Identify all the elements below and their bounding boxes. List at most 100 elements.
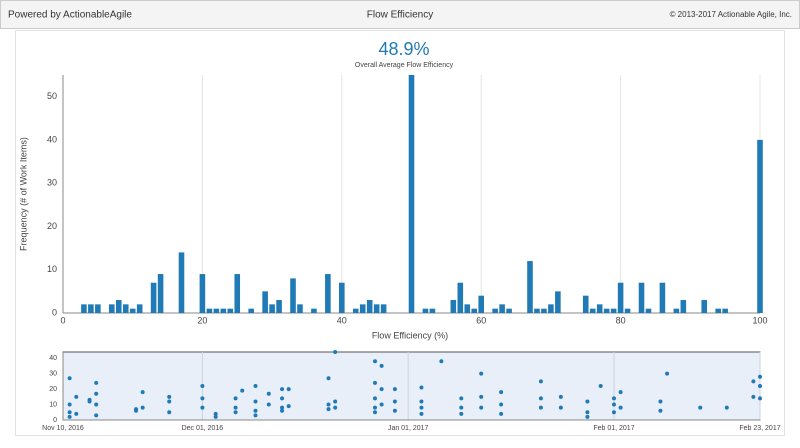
x-tick-label: Jan 01, 2017 xyxy=(388,425,429,432)
bar xyxy=(297,304,303,313)
bar xyxy=(541,308,547,313)
bar xyxy=(645,308,652,313)
point xyxy=(87,399,92,404)
point xyxy=(67,414,72,419)
point xyxy=(698,405,703,410)
bar xyxy=(88,304,94,313)
bar xyxy=(527,261,533,313)
bar xyxy=(109,304,115,313)
point xyxy=(372,405,377,410)
point xyxy=(233,405,238,410)
bar xyxy=(499,304,505,313)
x-tick-label: Feb 23, 2017 xyxy=(739,425,780,432)
point xyxy=(611,410,616,415)
bar xyxy=(325,274,331,313)
point xyxy=(392,399,397,404)
point xyxy=(94,413,99,418)
bar xyxy=(701,300,708,313)
x-tick-label: 40 xyxy=(337,315,347,325)
point xyxy=(280,408,285,413)
point xyxy=(751,379,756,384)
point xyxy=(618,405,623,410)
bar xyxy=(136,304,143,313)
point xyxy=(479,405,484,410)
bar xyxy=(582,295,589,313)
y-tick-label: 10 xyxy=(47,264,57,274)
bar xyxy=(95,304,101,313)
x-tick-label: 0 xyxy=(60,315,65,325)
point xyxy=(200,384,205,388)
point xyxy=(392,408,397,413)
point xyxy=(333,405,338,410)
x-tick-label: Nov 10, 2016 xyxy=(42,425,84,432)
point xyxy=(333,350,338,354)
bar xyxy=(311,308,317,313)
bar xyxy=(506,308,512,313)
bar xyxy=(276,300,282,313)
header-right: © 2013-2017 Actionable Agile, Inc. xyxy=(670,10,792,19)
bar xyxy=(206,308,213,313)
x-tick-label: 100 xyxy=(752,315,767,325)
bar xyxy=(234,274,241,313)
point xyxy=(200,405,205,410)
point xyxy=(538,405,543,410)
point xyxy=(419,405,424,410)
bar xyxy=(471,308,478,313)
x-tick-label: 60 xyxy=(476,315,486,325)
bar xyxy=(422,308,429,313)
bar xyxy=(624,308,631,313)
bar xyxy=(115,300,122,313)
point xyxy=(459,405,464,410)
point xyxy=(758,384,762,388)
y-axis-label: Frequency (# of Work Items) xyxy=(18,137,28,251)
header-left: Powered by ActionableAgile xyxy=(8,10,132,21)
point xyxy=(280,396,285,401)
point xyxy=(558,394,563,399)
bar xyxy=(81,304,87,313)
point xyxy=(439,359,444,364)
x-axis-label: Flow Efficiency (%) xyxy=(372,330,448,340)
bar xyxy=(220,308,227,313)
bar xyxy=(464,304,471,313)
point xyxy=(618,390,623,395)
point xyxy=(280,405,285,410)
point xyxy=(253,384,258,388)
point xyxy=(94,402,99,407)
plot-area xyxy=(62,351,761,421)
point xyxy=(758,396,762,401)
point xyxy=(379,402,384,407)
point xyxy=(240,388,245,393)
point xyxy=(94,380,99,385)
y-tick-label: 30 xyxy=(49,370,57,377)
bar xyxy=(262,291,268,313)
point xyxy=(751,394,756,399)
point xyxy=(479,394,484,399)
panel xyxy=(15,30,785,436)
bar xyxy=(722,308,728,313)
point xyxy=(67,376,72,381)
point xyxy=(333,399,338,404)
bar xyxy=(269,304,275,313)
point xyxy=(372,410,377,415)
point xyxy=(94,391,99,396)
bar xyxy=(157,274,164,313)
point xyxy=(758,374,762,379)
point xyxy=(585,414,590,419)
point xyxy=(538,379,543,384)
point xyxy=(167,394,172,399)
point xyxy=(585,410,590,415)
bar xyxy=(492,308,498,313)
bar xyxy=(359,304,366,313)
header-title: Flow Efficiency xyxy=(367,10,434,21)
y-tick-label: 40 xyxy=(49,355,57,362)
point xyxy=(253,413,258,418)
point xyxy=(372,396,377,401)
point xyxy=(372,380,377,385)
bar xyxy=(555,291,561,313)
point xyxy=(724,405,729,410)
bar xyxy=(122,304,129,313)
bar xyxy=(366,300,373,313)
point xyxy=(479,371,484,376)
point xyxy=(326,376,331,381)
